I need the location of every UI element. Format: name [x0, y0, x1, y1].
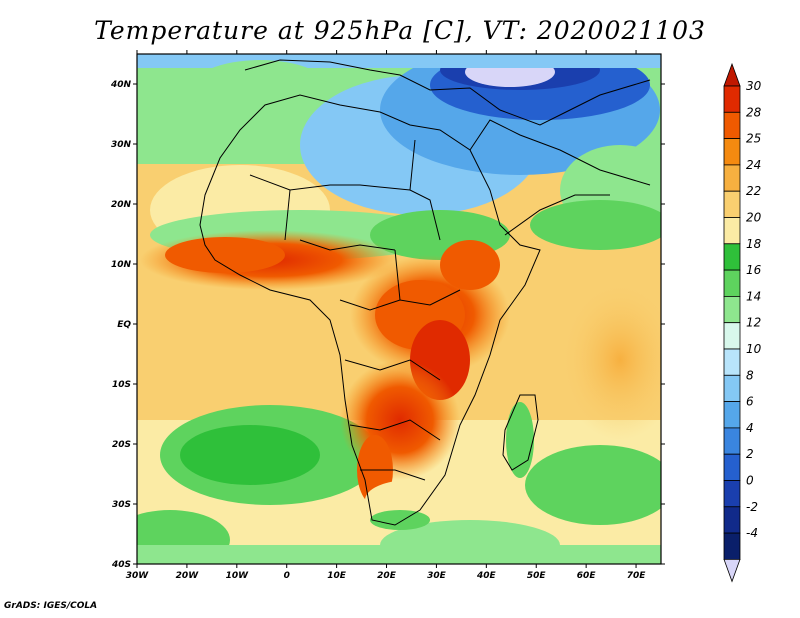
colorbar-segment [723, 190, 741, 218]
coastlines [199, 59, 651, 526]
lat-tick-label: 40N [110, 80, 132, 90]
colorbar-segment [723, 269, 741, 297]
colorbar-tick-label: 2 [746, 447, 754, 461]
lon-tick-label: 70E [627, 571, 647, 581]
colorbar-segment [723, 480, 741, 508]
lon-tick-label: 30W [126, 571, 150, 581]
colorbar-segment [723, 217, 741, 245]
lat-tick-label: 10S [112, 380, 131, 390]
lat-tick-label: 20N [111, 200, 132, 210]
chart-title: Temperature at 925hPa [C], VT: 202002110… [94, 16, 706, 45]
lon-tick-label: 20E [377, 571, 397, 581]
colorbar-tick-label: 25 [746, 132, 761, 146]
lon-tick-label: 30E [427, 571, 447, 581]
lat-tick-label: 30S [112, 500, 131, 510]
colorbar-tick-label: 18 [746, 237, 762, 251]
temperature-field [137, 54, 661, 564]
colorbar-top-arrow [723, 62, 741, 87]
colorbar-segment [723, 427, 741, 455]
latitude-labels: 40N 30N 20N 10N EQ 10S 20S 30S 40S [110, 80, 132, 570]
colorbar-tick-label: 8 [746, 368, 754, 382]
lat-tick-label: 40S [111, 560, 131, 570]
lon-tick-label: 40E [476, 571, 497, 581]
colorbar-tick-label: -4 [746, 526, 758, 540]
colorbar-segment [723, 453, 741, 481]
colorbar-segment [723, 85, 741, 113]
lon-tick-label: 20W [176, 571, 200, 581]
longitude-labels: 30W 20W 10W 0 10E 20E 30E 40E 50E 60E 70E [126, 571, 646, 581]
lon-tick-label: 0 [284, 571, 290, 581]
lon-tick-label: 10E [327, 571, 347, 581]
colorbar-segment [723, 138, 741, 166]
lat-tick-label: 20S [112, 440, 131, 450]
colorbar-segment [723, 506, 741, 534]
colorbar-bottom-arrow [723, 559, 741, 583]
colorbar-tick-label: 28 [746, 105, 762, 119]
colorbar-tick-label: 12 [746, 316, 761, 330]
colorbar-tick-label: 16 [746, 263, 762, 277]
colorbar-tick-label: 22 [746, 184, 761, 198]
colorbar-tick-label: 6 [746, 395, 754, 409]
colorbar-segment [723, 164, 741, 192]
colorbar-tick-label: 20 [746, 211, 762, 225]
map-frame [136, 53, 662, 565]
lon-tick-label: 10W [226, 571, 250, 581]
colorbar-tick-label: -2 [746, 500, 758, 514]
colorbar [723, 62, 741, 583]
colorbar-segment [723, 348, 741, 376]
colorbar-segment [723, 322, 741, 350]
lat-tick-label: 10N [111, 260, 132, 270]
colorbar-segment [723, 295, 741, 324]
colorbar-tick-label: 30 [746, 79, 762, 93]
lat-tick-label: 30N [111, 140, 132, 150]
colorbar-tick-label: 0 [746, 474, 754, 488]
colorbar-tick-label: 14 [746, 289, 761, 303]
lon-tick-label: 50E [527, 571, 547, 581]
axis-ticks [133, 50, 665, 568]
colorbar-segment [723, 532, 741, 560]
footer-credit: GrADS: IGES/COLA [4, 601, 98, 611]
colorbar-segment [723, 111, 741, 140]
colorbar-tick-label: 24 [746, 158, 761, 172]
colorbar-segment [723, 374, 741, 402]
colorbar-tick-label: 10 [746, 342, 762, 356]
colorbar-segment [723, 401, 741, 429]
lon-tick-label: 60E [577, 571, 597, 581]
colorbar-tick-label: 4 [746, 421, 754, 435]
colorbar-segment [723, 243, 741, 271]
lat-tick-label: EQ [117, 320, 131, 330]
